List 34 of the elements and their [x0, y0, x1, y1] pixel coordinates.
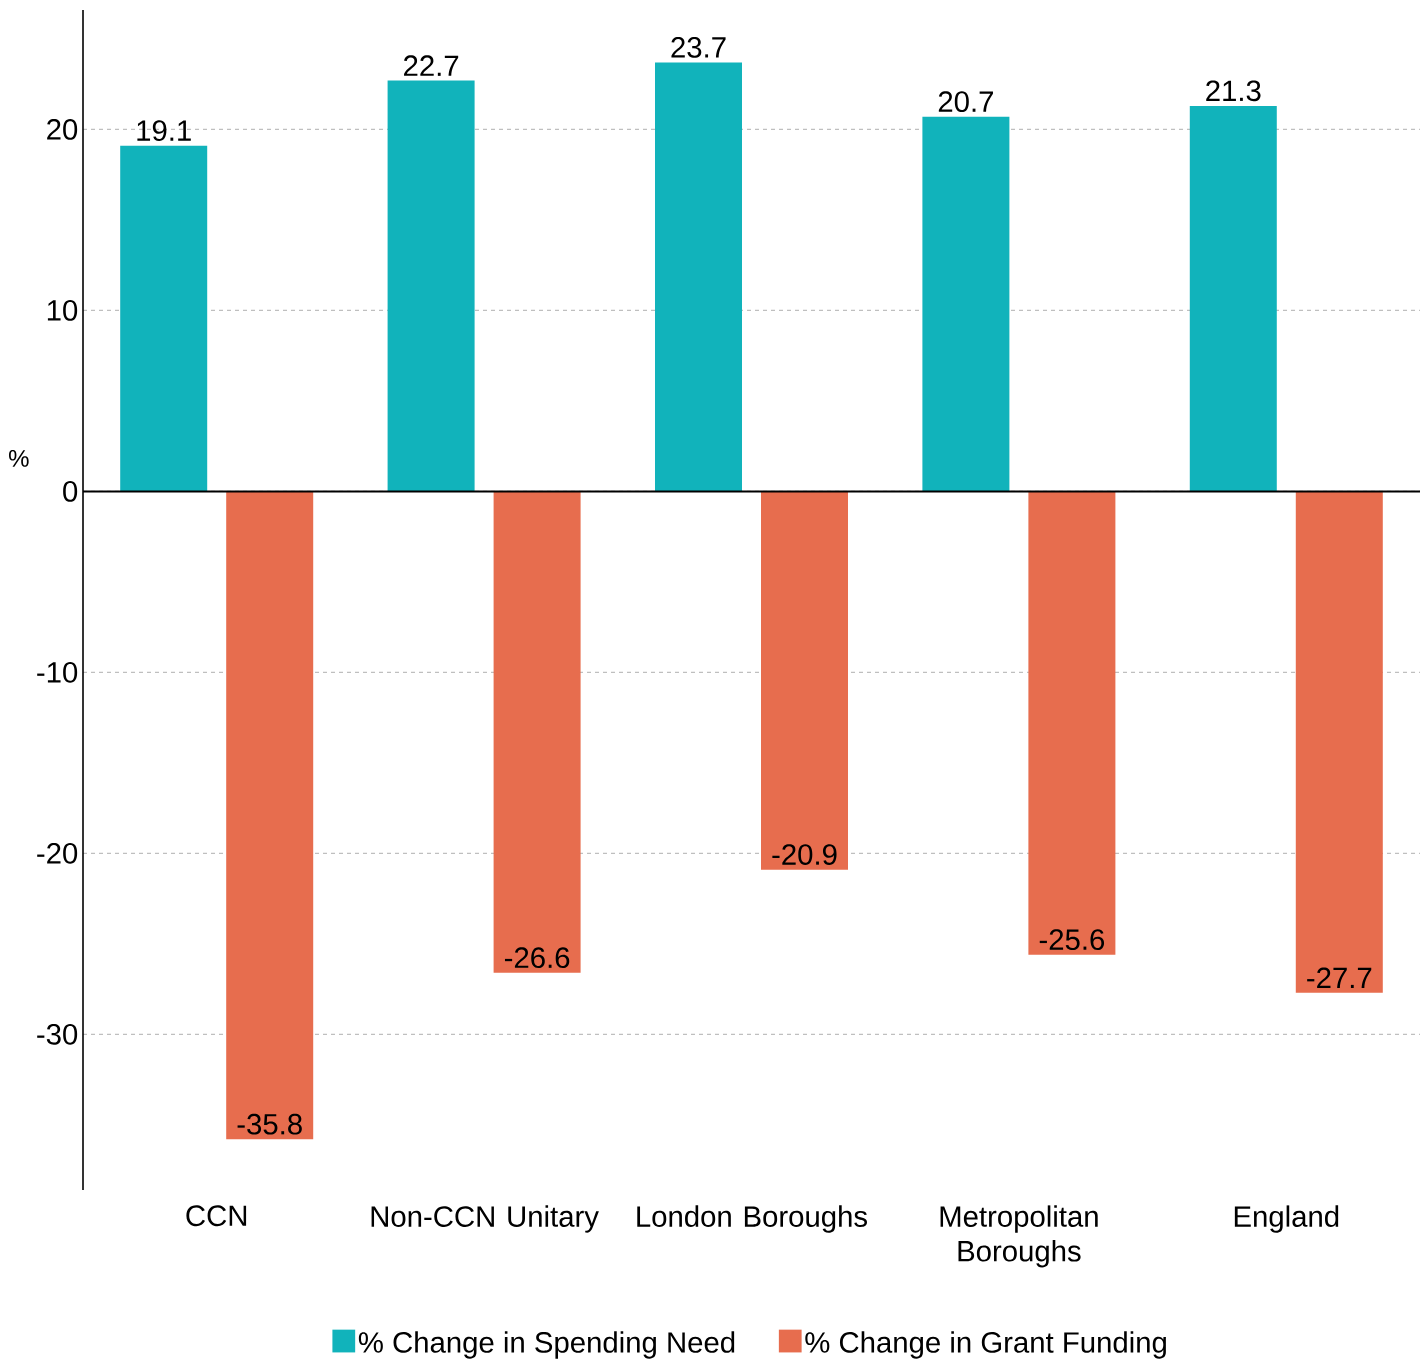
x-tick-label: CCN — [186, 1205, 247, 1227]
data-label: -26.6 — [504, 947, 570, 969]
bar — [120, 145, 208, 492]
y-tick-label: 10 — [47, 300, 78, 321]
y-axis-title: % — [9, 449, 29, 467]
data-label: 23.7 — [671, 36, 726, 58]
data-label: 20.7 — [938, 91, 993, 113]
legend-label: % Change in Spending Need — [358, 1331, 735, 1359]
data-label: -27.7 — [1307, 967, 1372, 989]
bar — [1189, 105, 1277, 492]
bar — [1295, 491, 1383, 993]
x-tick-label: Metropolitan Boroughs — [940, 1205, 1098, 1268]
y-tick-label: 20 — [47, 119, 78, 140]
legend-label: % Change in Grant Funding — [805, 1331, 1166, 1359]
data-label: 22.7 — [404, 55, 459, 76]
y-tick-label: -10 — [37, 661, 78, 683]
bar — [655, 62, 742, 492]
y-tick-label: 0 — [63, 481, 78, 502]
bar — [922, 116, 1010, 492]
y-tick-label: -20 — [37, 842, 78, 864]
bar — [493, 491, 581, 973]
bar — [387, 80, 475, 492]
bar — [1028, 491, 1116, 955]
data-label: -25.6 — [1039, 929, 1105, 951]
x-tick-label: Non-CCN Unitary — [371, 1205, 599, 1233]
bar — [226, 491, 314, 1140]
data-label: -35.8 — [237, 1113, 302, 1135]
bar — [761, 491, 848, 870]
data-label: -20.9 — [772, 844, 837, 865]
x-tick-label: London Boroughs — [637, 1205, 867, 1233]
x-tick-label: England — [1234, 1205, 1339, 1233]
data-label: 21.3 — [1206, 80, 1261, 102]
data-label: 19.1 — [137, 120, 191, 142]
y-tick-label: -30 — [37, 1023, 78, 1045]
